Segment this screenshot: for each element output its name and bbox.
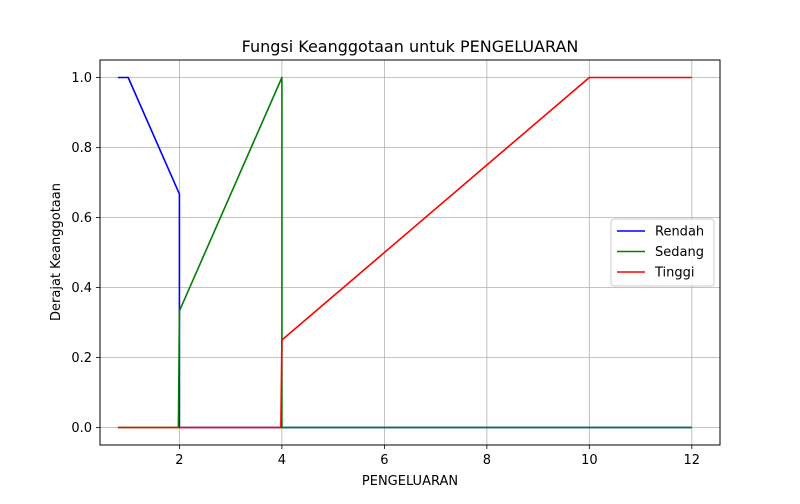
series-line-rendah (117, 76, 692, 429)
legend-label-tinggi: Tinggi (654, 266, 695, 281)
series-line-tinggi (117, 76, 692, 429)
y-tick-label: 0.0 (71, 421, 92, 436)
y-tick-label: 0.6 (71, 211, 92, 226)
x-axis-label: PENGELUARAN (362, 474, 458, 489)
x-tick-label: 2 (175, 453, 183, 468)
y-tick-label: 0.2 (71, 351, 92, 366)
legend-box (610, 218, 715, 287)
x-tick-label: 10 (581, 453, 598, 468)
x-tick-label: 4 (278, 453, 286, 468)
plot-frame (99, 59, 721, 446)
x-tick-label: 8 (483, 453, 491, 468)
ticks: 2 4 6 8 10 12 0.0 0.2 0.4 0.6 0.8 1.0 (71, 71, 700, 468)
y-tick-label: 1.0 (71, 71, 92, 86)
legend-label-sedang: Sedang (655, 245, 704, 260)
y-axis-label: Derajat Keanggotaan (49, 183, 64, 321)
y-tick-label: 0.4 (71, 281, 92, 296)
x-tick-label: 12 (684, 453, 701, 468)
x-tick-label: 6 (380, 453, 388, 468)
legend-label-rendah: Rendah (655, 225, 704, 240)
y-tick-label: 0.8 (71, 141, 92, 156)
chart-title: Fungsi Keanggotaan untuk PENGELUARAN (242, 37, 579, 56)
legend: Rendah Sedang Tinggi (610, 218, 715, 287)
series-line-sedang (117, 76, 692, 429)
series-group (117, 76, 692, 429)
